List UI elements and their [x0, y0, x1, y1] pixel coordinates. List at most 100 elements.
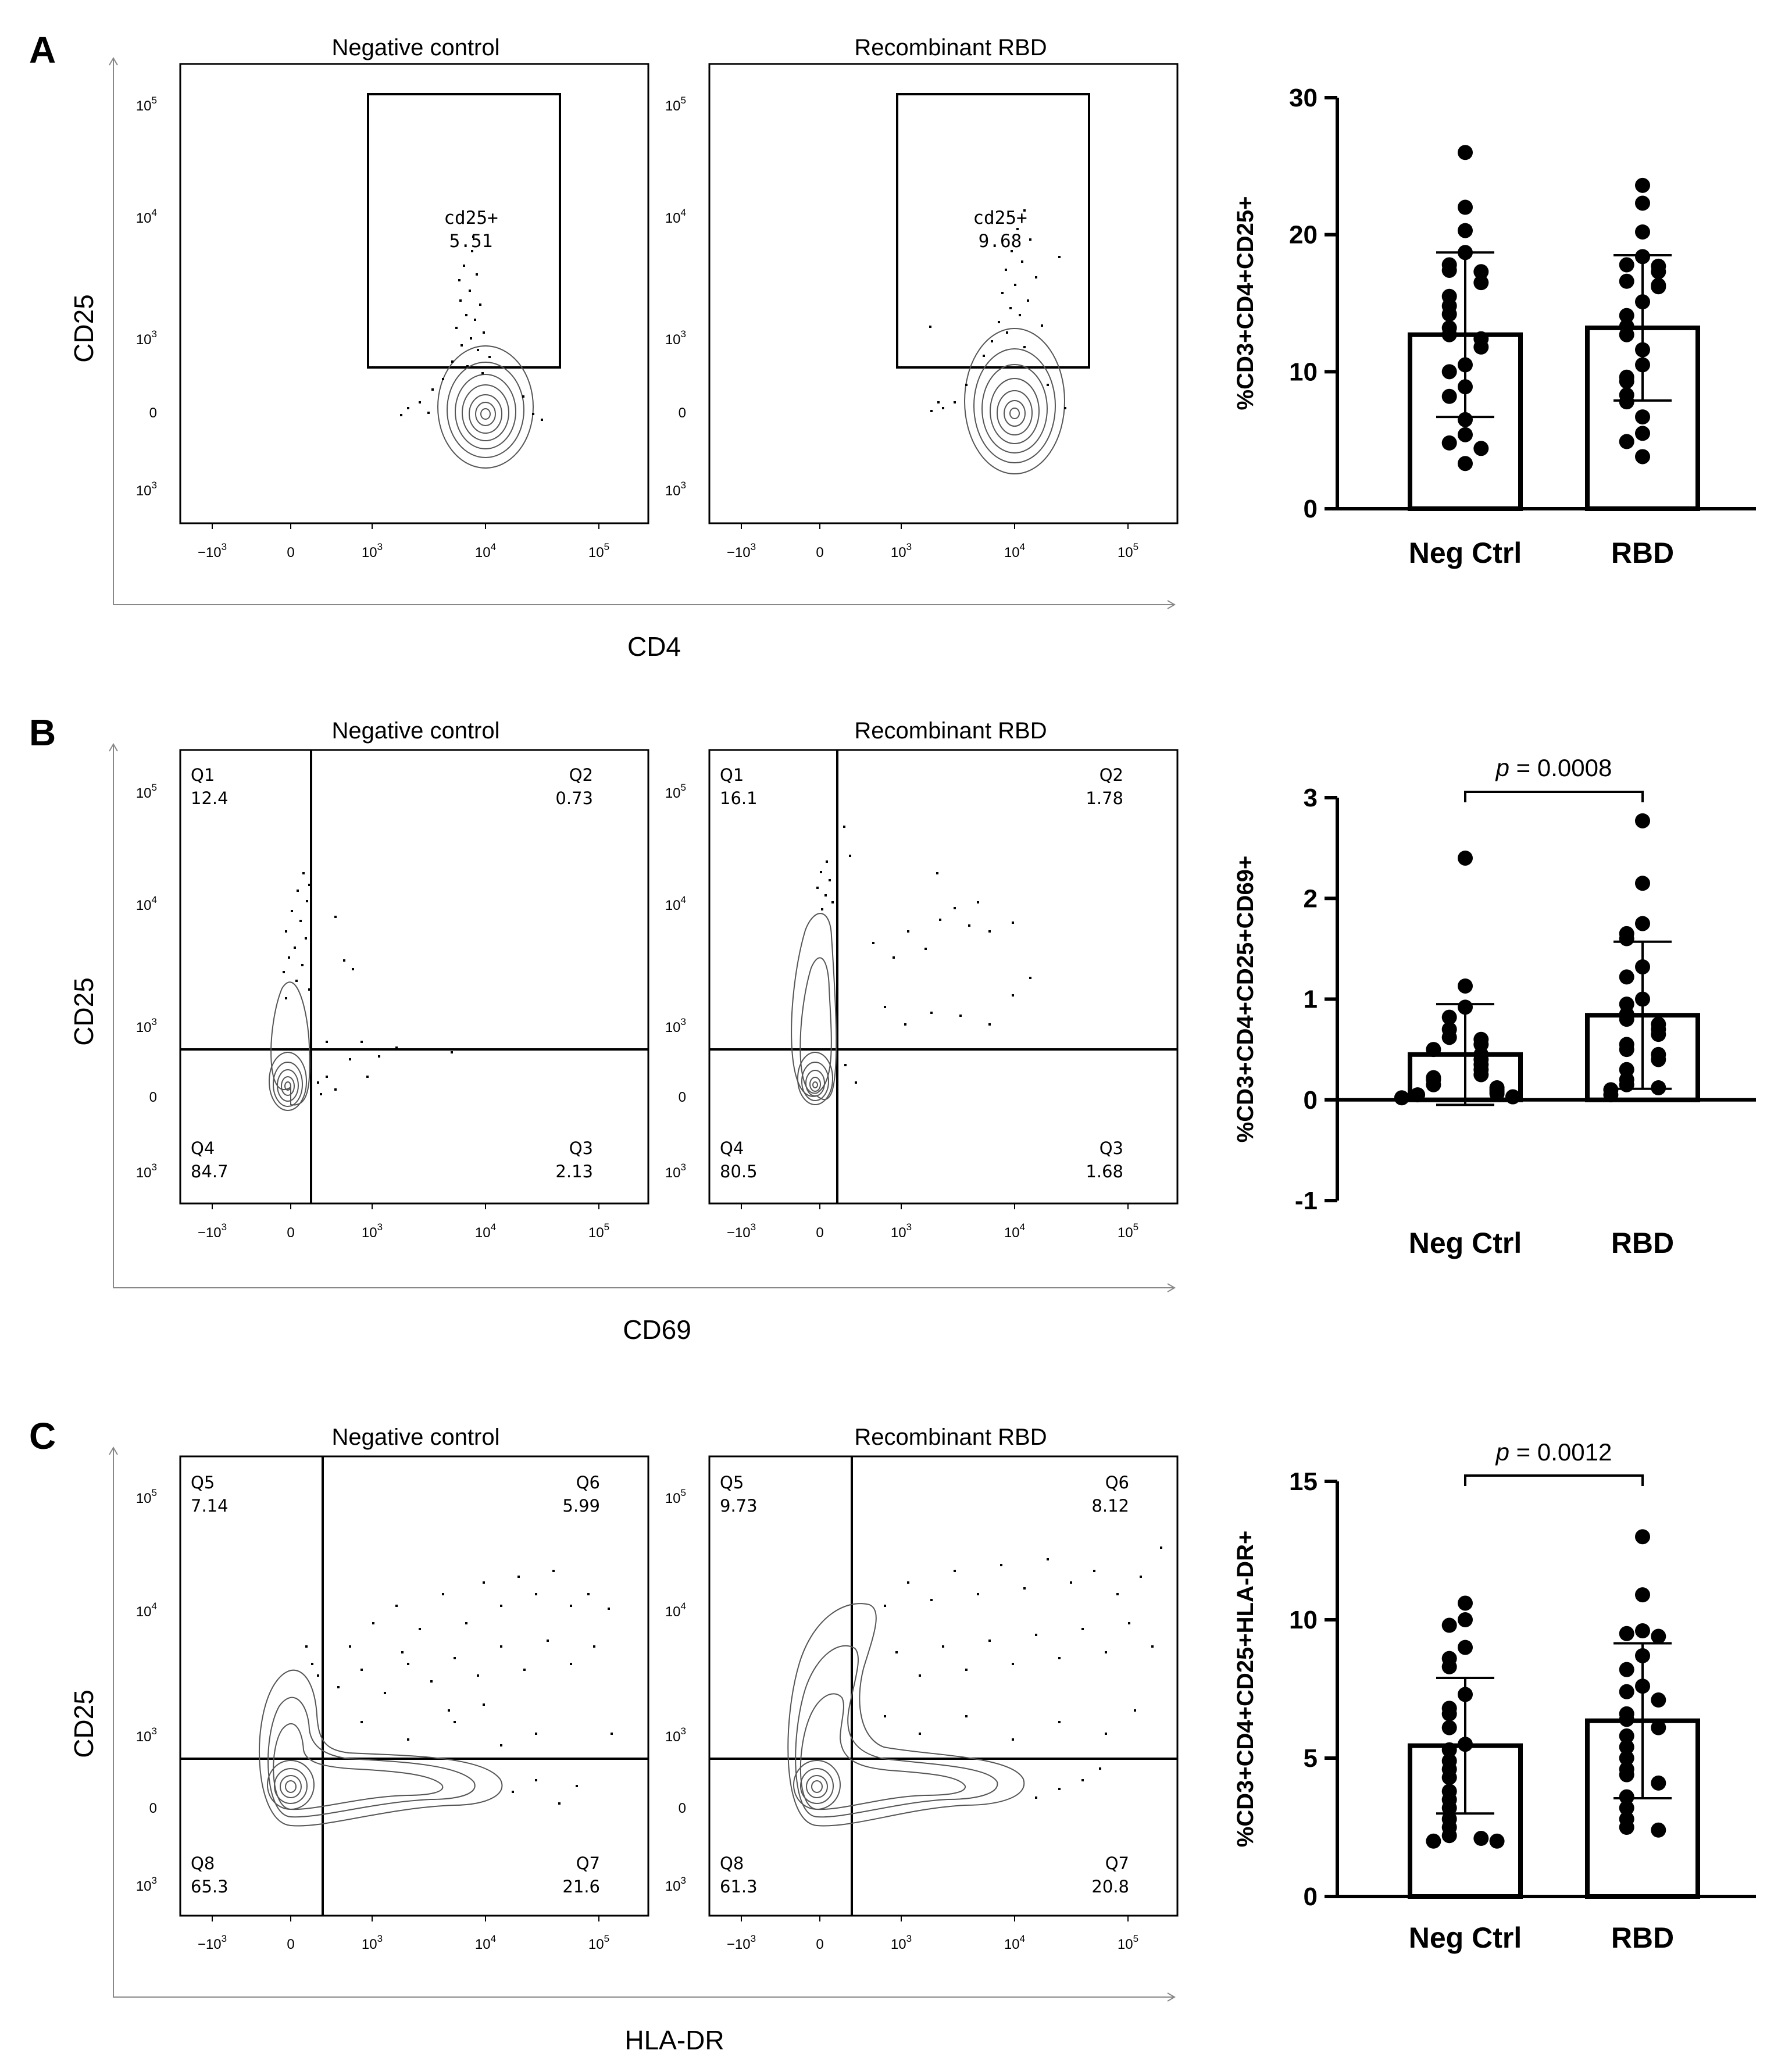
- quadrant-id-tl: Q5: [191, 1473, 215, 1492]
- data-point: [1441, 1720, 1457, 1735]
- x-tick-label: 103: [891, 541, 912, 560]
- quadrant-lines: [180, 1456, 648, 1916]
- y-tick-label: 103: [136, 1162, 157, 1181]
- y-tick-label: 0: [1304, 1883, 1318, 1911]
- x-tick-label: −103: [198, 1221, 227, 1241]
- data-point: [1426, 1042, 1441, 1058]
- data-point: [1619, 257, 1634, 273]
- y-tick-label: 105: [136, 95, 157, 114]
- contour-plot: [259, 1669, 503, 1827]
- data-point: [1635, 426, 1650, 441]
- data-point: [1619, 1712, 1634, 1727]
- flow-plot-c-neg: Negative control Q5 7.14 Q6 5.99 Q8 65.3…: [136, 1424, 649, 1952]
- quadrant-value-br: 21.6: [562, 1877, 600, 1896]
- data-point: [1635, 959, 1650, 975]
- gate-label: cd25+: [444, 208, 498, 228]
- p-symbol: p: [1495, 754, 1509, 781]
- quadrant-lines: [180, 750, 648, 1203]
- data-point: [1441, 1030, 1457, 1045]
- p-symbol: p: [1495, 1438, 1509, 1466]
- quadrant-id-tr: Q6: [576, 1473, 600, 1492]
- arrow-right-icon: [1167, 1283, 1176, 1292]
- x-tick-label: 103: [891, 1221, 912, 1241]
- gate-rectangle: [367, 93, 561, 369]
- y-tick-label: 103: [136, 1875, 157, 1894]
- quadrant-id-br: Q7: [576, 1853, 600, 1873]
- y-axis-label: %CD3+CD4+CD25+: [1233, 197, 1258, 410]
- x-tick-label: −103: [727, 1221, 756, 1241]
- data-point: [1489, 1086, 1505, 1102]
- panel-c-flow-ylabel: CD25: [69, 1690, 99, 1758]
- event-dots: [816, 826, 1031, 1084]
- data-point: [1635, 1678, 1650, 1694]
- data-point: [1619, 1012, 1634, 1027]
- data-point: [1635, 813, 1650, 828]
- x-tick-label: 104: [1004, 1221, 1025, 1241]
- data-point: [1619, 1684, 1634, 1699]
- y-tick-label: 103: [665, 1726, 686, 1745]
- x-tick-label: 0: [287, 545, 294, 560]
- data-point: [1441, 435, 1457, 451]
- x-tick-label: 103: [891, 1933, 912, 1952]
- event-dots: [400, 235, 543, 421]
- flow-plot-b-neg: Negative control Q1 12.4 Q2 0.73 Q4 84.7…: [136, 718, 649, 1241]
- x-axis-ticks: [180, 1203, 648, 1209]
- data-point: [1441, 262, 1457, 278]
- y-tick-label: 10: [1289, 358, 1318, 386]
- quadrant-value-br: 1.68: [1086, 1162, 1123, 1181]
- quadrant-id-bl: Q8: [191, 1853, 215, 1873]
- x-category-label: RBD: [1611, 1921, 1674, 1954]
- data-point: [1651, 1052, 1666, 1067]
- arrow-up-icon: [109, 57, 118, 66]
- y-axis-label: %CD3+CD4+CD25+HLA-DR+: [1233, 1531, 1258, 1848]
- data-point: [1441, 1828, 1457, 1844]
- data-point: [1619, 327, 1634, 342]
- panel-a: A CD25 CD4 Negative control cd25+ 5.51: [29, 29, 1179, 662]
- quadrant-id-tl: Q1: [191, 765, 215, 785]
- data-point: [1635, 224, 1650, 240]
- data-point: [1441, 1009, 1457, 1025]
- p-value-label: p = 0.0012: [1495, 1438, 1612, 1466]
- y-tick-label: 103: [136, 328, 157, 348]
- panel-b-flow-ylabel: CD25: [69, 977, 99, 1046]
- contour-plot: [437, 345, 534, 469]
- data-point: [1619, 1042, 1634, 1058]
- data-point: [1619, 273, 1634, 289]
- data-point: [1441, 306, 1457, 322]
- quadrant-value-bl: 65.3: [191, 1877, 229, 1896]
- panel-c-flow-xlabel: HLA-DR: [624, 2025, 724, 2055]
- x-tick-label: 105: [1118, 1933, 1138, 1952]
- p-value: = 0.0008: [1509, 754, 1612, 781]
- y-tick-label: 30: [1289, 84, 1318, 112]
- x-tick-label: −103: [727, 1933, 756, 1952]
- data-point: [1441, 1742, 1457, 1758]
- y-tick-label: 104: [136, 1601, 157, 1620]
- plot-frame: [708, 63, 1179, 524]
- data-point: [1458, 223, 1473, 238]
- y-tick-label: 3: [1304, 784, 1318, 812]
- x-category-label: RBD: [1611, 537, 1674, 569]
- contour-plot: [964, 328, 1065, 474]
- x-tick-label: 0: [816, 1937, 823, 1952]
- data-point: [1651, 1692, 1666, 1708]
- quadrant-lines: [709, 750, 1177, 1203]
- x-axis-ticks: [709, 1915, 1177, 1921]
- arrow-right-icon: [1167, 1992, 1176, 2002]
- x-tick-label: 104: [1004, 1933, 1025, 1952]
- event-dots: [305, 1570, 613, 1805]
- data-point: [1635, 177, 1650, 193]
- panel-c-letter: C: [29, 1415, 56, 1457]
- bar-chart-a: 0 10 20 30 %CD3+CD4+CD25+ Neg Ctrl RBD: [1233, 84, 1756, 569]
- x-tick-label: −103: [198, 1933, 227, 1952]
- y-tick-label: 105: [136, 782, 157, 801]
- y-tick-label: 0: [149, 1801, 157, 1816]
- data-point: [1619, 1626, 1634, 1641]
- quadrant-value-tl: 16.1: [720, 788, 758, 808]
- y-tick-label: 0: [149, 405, 157, 421]
- plot-frame: [708, 749, 1179, 1205]
- x-tick-label: 103: [362, 1221, 383, 1241]
- data-point: [1619, 394, 1634, 410]
- flow-plot-a-rbd: Recombinant RBD cd25+ 9.68: [665, 35, 1179, 560]
- data-point: [1458, 456, 1473, 472]
